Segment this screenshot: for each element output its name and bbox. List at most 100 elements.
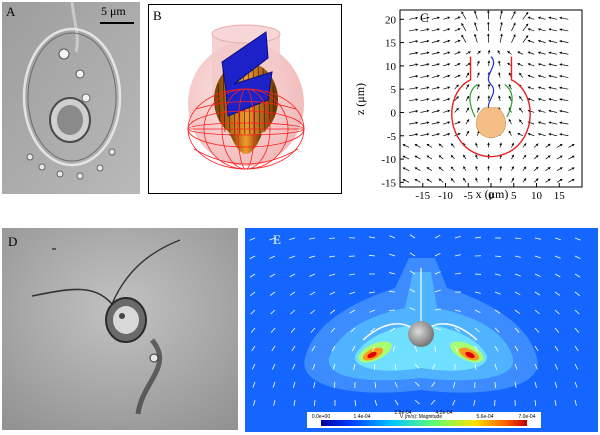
vector-arrow <box>251 345 256 352</box>
vector-arrow <box>494 255 502 258</box>
vector-arrow <box>350 327 356 333</box>
vector-arrow <box>269 291 276 296</box>
vector-arrow <box>329 273 336 277</box>
arrow-head <box>527 51 531 55</box>
vector-arrow <box>434 345 437 353</box>
vector-arrow <box>394 363 397 370</box>
panel-e: V (m/s): Magnitude 0.0e+00 1.4e-04 2.8e-… <box>245 228 598 432</box>
vector-arrow <box>534 237 541 240</box>
vector-arrow <box>310 327 316 333</box>
arrow-head <box>450 178 454 181</box>
micrograph-d <box>2 228 238 430</box>
colorbar-tick: 4.2e-04 <box>436 410 453 416</box>
vector-arrow <box>289 255 296 259</box>
vector-arrow <box>574 381 578 388</box>
arrow-head <box>437 51 440 55</box>
vector-arrow <box>309 237 316 240</box>
x-tick-label: 10 <box>531 190 543 200</box>
vector-arrow <box>388 290 396 293</box>
arrow-head <box>414 167 418 170</box>
vector-arrow <box>329 291 336 295</box>
vector-arrow <box>309 255 316 259</box>
vector-arrow <box>409 270 416 275</box>
colorbar: V (m/s): Magnitude 0.0e+00 1.4e-04 2.8e-… <box>307 410 541 428</box>
colorbar-tick: 0.0e+00 <box>312 414 330 420</box>
vector-arrow <box>474 309 481 314</box>
arrow-head <box>402 144 406 147</box>
vector-arrow <box>394 399 399 406</box>
arrow-head <box>477 50 481 54</box>
vector-arrow <box>534 381 537 388</box>
arrow-head <box>438 167 442 170</box>
arrow-head <box>548 39 552 43</box>
vector-arrow <box>332 363 336 370</box>
arrow-head <box>487 177 490 180</box>
arrow-head <box>538 121 541 125</box>
vector-arrow <box>414 381 420 387</box>
arrow-head <box>450 155 454 158</box>
vector-arrow <box>374 399 378 406</box>
vector-arrow <box>270 309 276 315</box>
y-tick-label: 0 <box>391 107 397 119</box>
y-tick-label: 5 <box>391 84 397 96</box>
arrow-head <box>461 34 464 38</box>
y-axis-label: z (μm) <box>353 83 367 115</box>
arrow-head <box>415 98 418 101</box>
vector-arrow <box>514 255 521 258</box>
arrow-head <box>450 166 454 170</box>
arrow-head <box>527 74 531 78</box>
arrow-head <box>487 95 491 98</box>
arrow-head <box>487 83 491 87</box>
arrow-head <box>548 63 552 66</box>
vector-arrow <box>291 345 296 352</box>
arrow-head <box>457 121 461 124</box>
arrow-head <box>415 63 418 67</box>
arrow-head <box>571 178 575 182</box>
panel-label-b: B <box>153 8 162 23</box>
vector-arrow <box>371 345 376 352</box>
vector-arrow <box>554 291 561 296</box>
arrow-head <box>450 143 454 147</box>
colorbar-tick: 2.8e-04 <box>395 410 412 416</box>
arrow-head <box>437 86 440 90</box>
arrow-head <box>475 166 478 169</box>
vector-arrow <box>292 363 296 370</box>
arrow-head <box>437 132 440 136</box>
arrow-head <box>486 10 490 13</box>
flagellum <box>487 56 495 113</box>
vector-arrow <box>369 291 376 294</box>
vector-arrow <box>272 381 276 388</box>
axis-ticks: -15 -10 -5 0 5 10 15 -15 -10 -5 0 5 10 15 20 <box>381 14 565 200</box>
arrow-head <box>437 28 440 31</box>
arrow-head <box>500 10 503 13</box>
arrow-head <box>415 109 418 113</box>
y-tick-label: -10 <box>381 154 396 166</box>
vector-arrow <box>574 327 580 333</box>
velocity-magnitude-field: V (m/s): Magnitude 0.0e+00 1.4e-04 2.8e-… <box>245 228 598 432</box>
arrow-head <box>500 22 503 25</box>
arrow-head <box>447 74 451 78</box>
arrow-head <box>477 107 480 110</box>
arrow-head <box>473 22 477 25</box>
vector-arrow <box>351 345 356 352</box>
vector-arrow <box>314 399 316 407</box>
vector-arrow <box>434 289 441 293</box>
vector-arrow <box>574 363 579 370</box>
vector-arrow <box>494 381 496 389</box>
x-tick-label: -15 <box>415 190 430 200</box>
arrow-head <box>426 28 430 31</box>
vector-arrow <box>310 309 316 315</box>
arrow-head <box>538 132 541 136</box>
x-tick-label: -10 <box>438 190 453 200</box>
arrow-head <box>447 109 451 113</box>
arrow-head <box>517 132 521 136</box>
arrow-head <box>547 143 551 147</box>
vector-arrow <box>574 309 580 315</box>
flagellum-ribbon <box>221 31 273 117</box>
vector-arrow <box>434 252 441 257</box>
arrow-head <box>447 16 451 20</box>
vector-arrow <box>273 399 276 406</box>
vector-arrow <box>431 381 436 388</box>
colorbar-tick: 1.4e-04 <box>354 414 371 420</box>
vector-arrow <box>414 363 420 369</box>
